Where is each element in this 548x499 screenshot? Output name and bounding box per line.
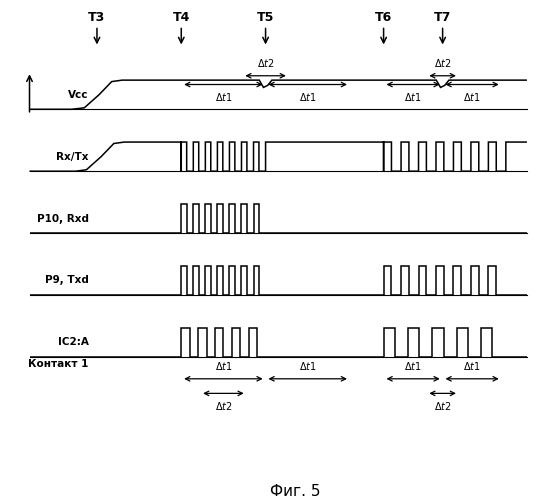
Text: $\Delta t1$: $\Delta t1$ bbox=[215, 360, 232, 372]
Text: $\Delta t1$: $\Delta t1$ bbox=[404, 360, 422, 372]
Text: T5: T5 bbox=[257, 10, 274, 23]
Text: IC2:A: IC2:A bbox=[58, 337, 89, 347]
Text: $\Delta t2$: $\Delta t2$ bbox=[434, 57, 452, 69]
Text: $\Delta t1$: $\Delta t1$ bbox=[404, 91, 422, 103]
Text: Контакт 1: Контакт 1 bbox=[28, 359, 89, 369]
Text: $\Delta t1$: $\Delta t1$ bbox=[299, 91, 317, 103]
Text: T7: T7 bbox=[434, 10, 452, 23]
Text: $\Delta t1$: $\Delta t1$ bbox=[215, 91, 232, 103]
Text: $\Delta t1$: $\Delta t1$ bbox=[463, 360, 481, 372]
Text: $\Delta t2$: $\Delta t2$ bbox=[434, 400, 452, 412]
Text: Фиг. 5: Фиг. 5 bbox=[270, 484, 321, 499]
Text: $\Delta t2$: $\Delta t2$ bbox=[215, 400, 232, 412]
Text: P10, Rxd: P10, Rxd bbox=[37, 214, 89, 224]
Text: Rx/Tx: Rx/Tx bbox=[56, 152, 89, 162]
Text: P9, Txd: P9, Txd bbox=[44, 275, 89, 285]
Text: $\Delta t1$: $\Delta t1$ bbox=[463, 91, 481, 103]
Text: $\Delta t2$: $\Delta t2$ bbox=[256, 57, 275, 69]
Text: T4: T4 bbox=[173, 10, 190, 23]
Text: T3: T3 bbox=[88, 10, 106, 23]
Text: T6: T6 bbox=[375, 10, 392, 23]
Text: $\Delta t1$: $\Delta t1$ bbox=[299, 360, 317, 372]
Text: Vcc: Vcc bbox=[68, 90, 89, 100]
